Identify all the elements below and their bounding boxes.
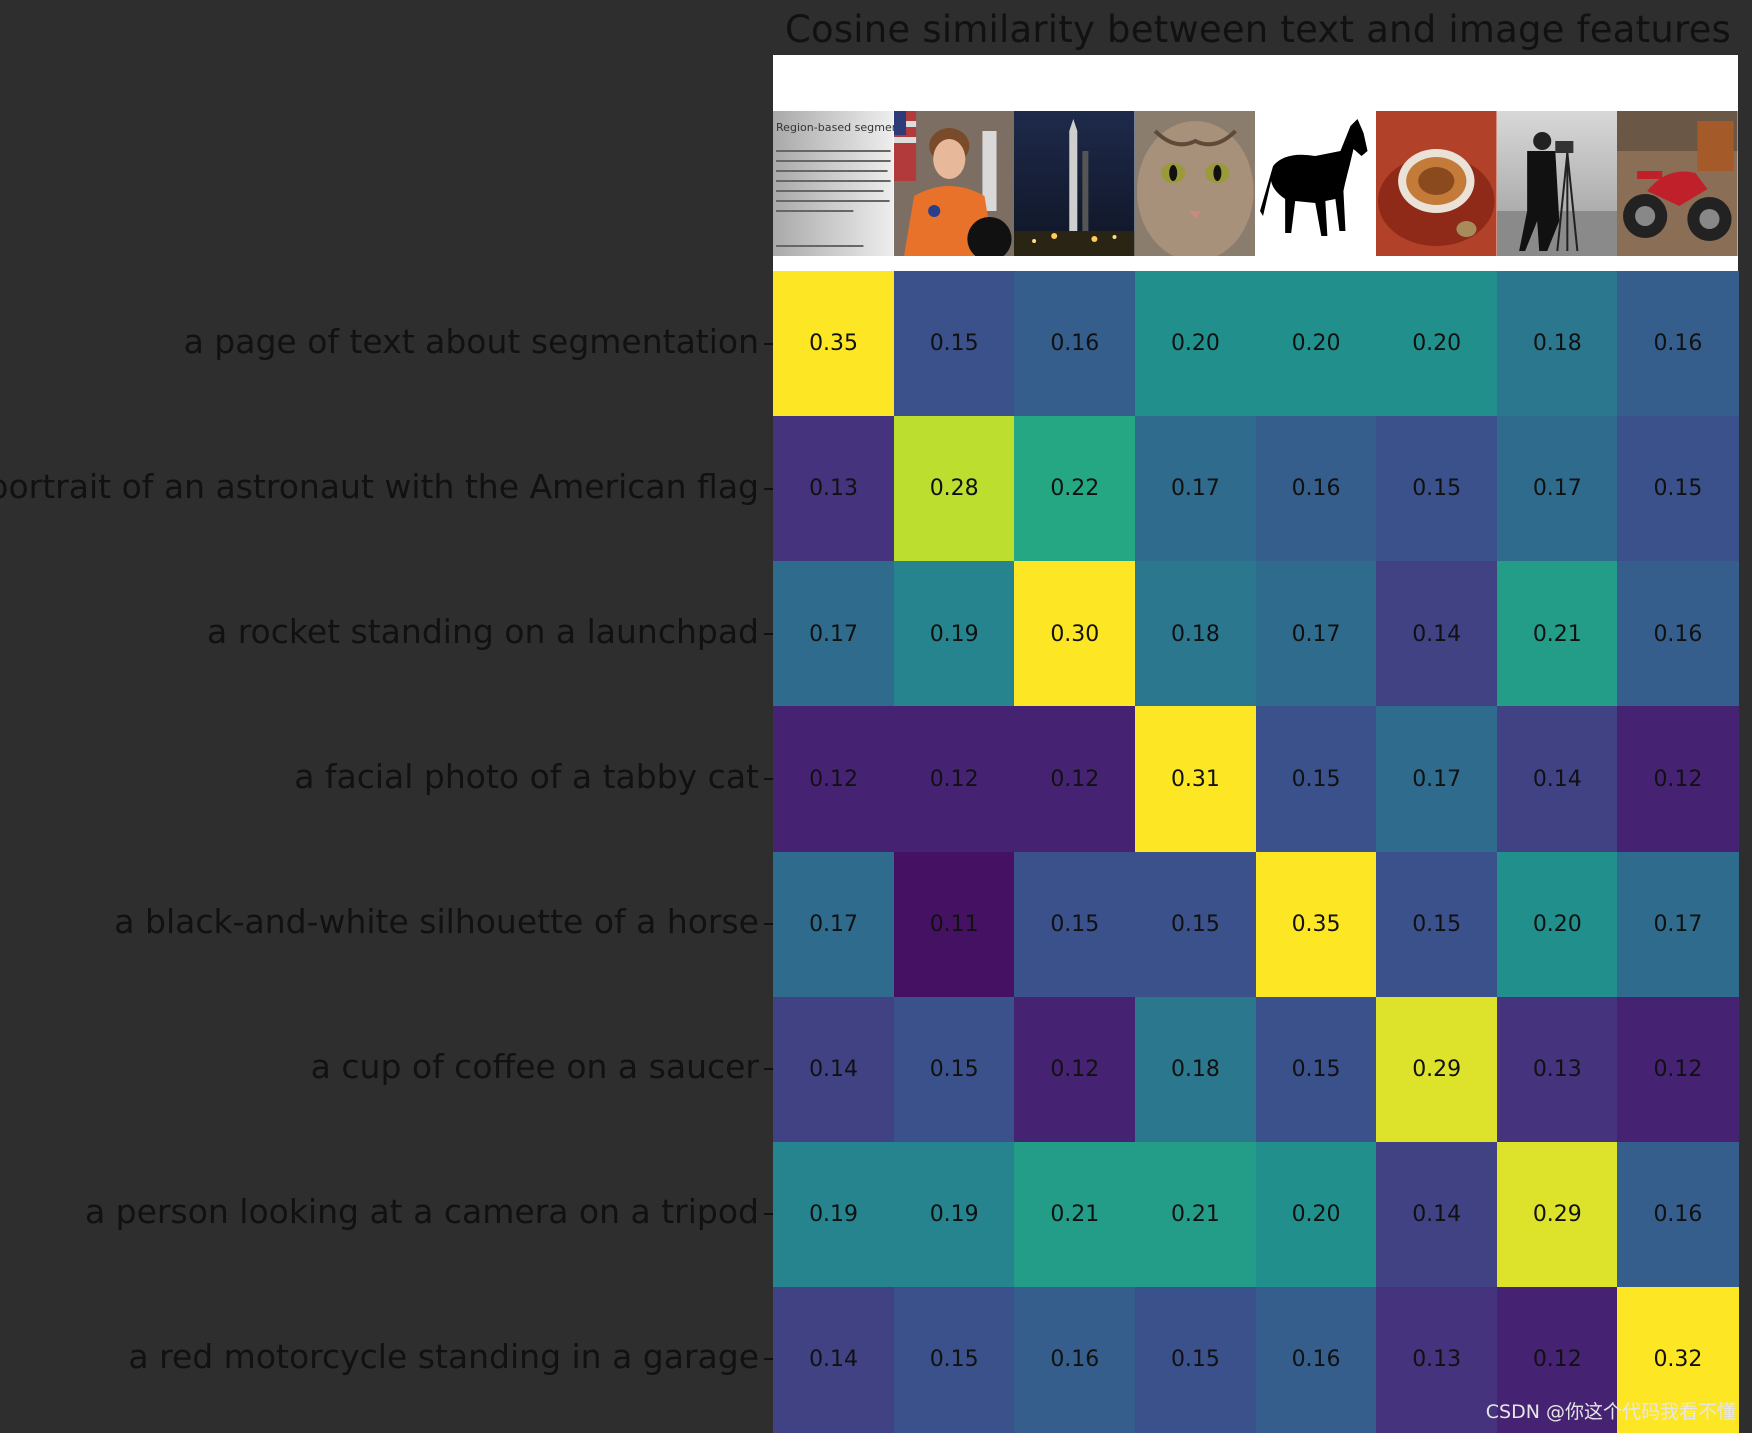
- y-tick: [764, 632, 773, 635]
- y-tick: [764, 923, 773, 926]
- heatmap-cell: 0.12: [773, 706, 895, 852]
- heatmap-cell: 0.35: [1255, 851, 1377, 998]
- heatmap-cell: 0.15: [1255, 706, 1377, 852]
- row-label: a rocket standing on a launchpad: [207, 611, 759, 651]
- heatmap-cell: 0.12: [1617, 996, 1739, 1143]
- chart-title: Cosine similarity between text and image…: [784, 8, 1732, 51]
- heatmap-cell: 0.15: [1134, 1286, 1256, 1433]
- row-label: a person looking at a camera on a tripod: [84, 1192, 759, 1232]
- row-label: a facial photo of a tabby cat: [294, 756, 759, 796]
- heatmap-cell: 0.14: [773, 996, 895, 1143]
- y-tick: [764, 1358, 773, 1361]
- thumb-astronaut: [893, 111, 1015, 256]
- thumb-camera: [1496, 111, 1618, 256]
- heatmap-cell: 0.20: [1255, 271, 1377, 417]
- watermark: CSDN @你这个代码我看不懂: [1485, 1401, 1736, 1423]
- row-label: a cup of coffee on a saucer: [310, 1047, 759, 1087]
- y-tick: [764, 777, 773, 780]
- heatmap-cell: 0.13: [1496, 996, 1618, 1143]
- heatmap-cell: 0.32: [1617, 1286, 1739, 1433]
- heatmap-cell: 0.15: [1376, 416, 1498, 562]
- heatmap-cell: 0.15: [893, 1286, 1015, 1433]
- heatmap-cell: 0.17: [1134, 416, 1256, 562]
- heatmap-cell: 0.15: [1134, 851, 1256, 998]
- thumb-rocket: [1014, 111, 1135, 256]
- y-tick: [764, 1068, 773, 1071]
- heatmap-cell: 0.30: [1014, 561, 1136, 707]
- heatmap-cell: 0.14: [1496, 706, 1618, 852]
- heatmap-cell: 0.12: [1014, 996, 1136, 1143]
- heatmap-cell: 0.16: [1255, 416, 1377, 562]
- heatmap-cell: 0.15: [1617, 416, 1739, 562]
- heatmap-cell: 0.15: [893, 996, 1015, 1143]
- heatmap-cell: 0.17: [1496, 416, 1618, 562]
- heatmap-cell: 0.18: [1134, 996, 1256, 1143]
- heatmap-cell: 0.21: [1014, 1141, 1136, 1288]
- heatmap-cell: 0.16: [1014, 1286, 1136, 1433]
- heatmap-cell: 0.19: [893, 561, 1015, 707]
- heatmap-cell: 0.14: [1376, 1141, 1498, 1288]
- heatmap-cell: 0.15: [1255, 996, 1377, 1143]
- y-tick: [764, 342, 773, 345]
- thumb-coffee: [1376, 111, 1497, 256]
- thumb-page-of-text: Region-based segmentation: [773, 111, 894, 256]
- heatmap-cell: 0.12: [1496, 1286, 1618, 1433]
- heatmap-cell: 0.29: [1376, 996, 1498, 1143]
- heatmap-cell: 0.35: [773, 271, 895, 417]
- heatmap-cell: 0.16: [1617, 271, 1739, 417]
- heatmap-cell: 0.21: [1134, 1141, 1256, 1288]
- heatmap-cell: 0.14: [773, 1286, 895, 1433]
- row-label: a red motorcycle standing in a garage: [128, 1337, 759, 1377]
- row-label: a page of text about segmentation: [183, 321, 759, 361]
- heatmap-cell: 0.17: [1617, 851, 1739, 998]
- thumb-horse: [1255, 111, 1376, 256]
- heatmap-cell: 0.13: [1376, 1286, 1498, 1433]
- heatmap-cell: 0.15: [1376, 851, 1498, 998]
- heatmap-cell: 0.14: [1376, 561, 1498, 707]
- heatmap-cell: 0.20: [1134, 271, 1256, 417]
- heatmap-cell: 0.15: [893, 271, 1015, 417]
- thumb-motorcycle: [1617, 111, 1738, 256]
- heatmap-cell: 0.18: [1496, 271, 1618, 417]
- heatmap-cell: 0.29: [1496, 1141, 1618, 1288]
- heatmap-cell: 0.20: [1496, 851, 1618, 998]
- heatmap-cell: 0.17: [1255, 561, 1377, 707]
- heatmap-cell: 0.17: [773, 851, 895, 998]
- heatmap-cell: 0.20: [1255, 1141, 1377, 1288]
- heatmap-cell: 0.17: [773, 561, 895, 707]
- heatmap-cell: 0.12: [893, 706, 1015, 852]
- heatmap-cell: 0.12: [1617, 706, 1739, 852]
- heatmap-cell: 0.11: [893, 851, 1015, 998]
- thumb-heading: Region-based segmentation: [776, 121, 894, 134]
- heatmap-cell: 0.15: [1014, 851, 1136, 998]
- heatmap-cell: 0.18: [1134, 561, 1256, 707]
- heatmap-cell: 0.17: [1376, 706, 1498, 852]
- thumb-cat: [1134, 111, 1256, 256]
- image-strip: Region-based segmentation: [773, 111, 1738, 256]
- heatmap-cell: 0.13: [773, 416, 895, 562]
- heatmap-cell: 0.28: [893, 416, 1015, 562]
- row-label: a portrait of an astronaut with the Amer…: [0, 466, 759, 506]
- y-tick: [764, 487, 773, 490]
- heatmap-cell: 0.16: [1617, 1141, 1739, 1288]
- heatmap-grid: 0.35 0.15 0.16 0.20 0.20 0.20 0.18 0.16 0.13 0.28…: [773, 271, 1739, 1433]
- heatmap-cell: 0.22: [1014, 416, 1136, 562]
- heatmap-cell: 0.12: [1014, 706, 1136, 852]
- heatmap-cell: 0.16: [1014, 271, 1136, 417]
- heatmap-cell: 0.19: [773, 1141, 895, 1288]
- heatmap-cell: 0.20: [1376, 271, 1498, 417]
- heatmap-cell: 0.16: [1255, 1286, 1377, 1433]
- heatmap-cell: 0.21: [1496, 561, 1618, 707]
- row-label: a black-and-white silhouette of a horse: [114, 902, 759, 942]
- heatmap-cell: 0.31: [1134, 706, 1256, 852]
- heatmap-cell: 0.19: [893, 1141, 1015, 1288]
- y-tick: [764, 1213, 773, 1216]
- heatmap-cell: 0.16: [1617, 561, 1739, 707]
